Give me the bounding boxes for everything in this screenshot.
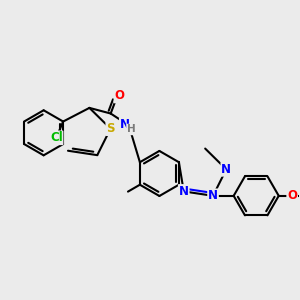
Text: N: N <box>120 118 130 131</box>
Text: H: H <box>127 124 136 134</box>
Text: N: N <box>179 185 189 198</box>
Text: N: N <box>221 163 231 176</box>
Text: N: N <box>208 189 218 202</box>
Text: S: S <box>106 122 115 135</box>
Text: O: O <box>287 189 297 202</box>
Text: O: O <box>114 89 124 103</box>
Text: Cl: Cl <box>50 131 63 144</box>
